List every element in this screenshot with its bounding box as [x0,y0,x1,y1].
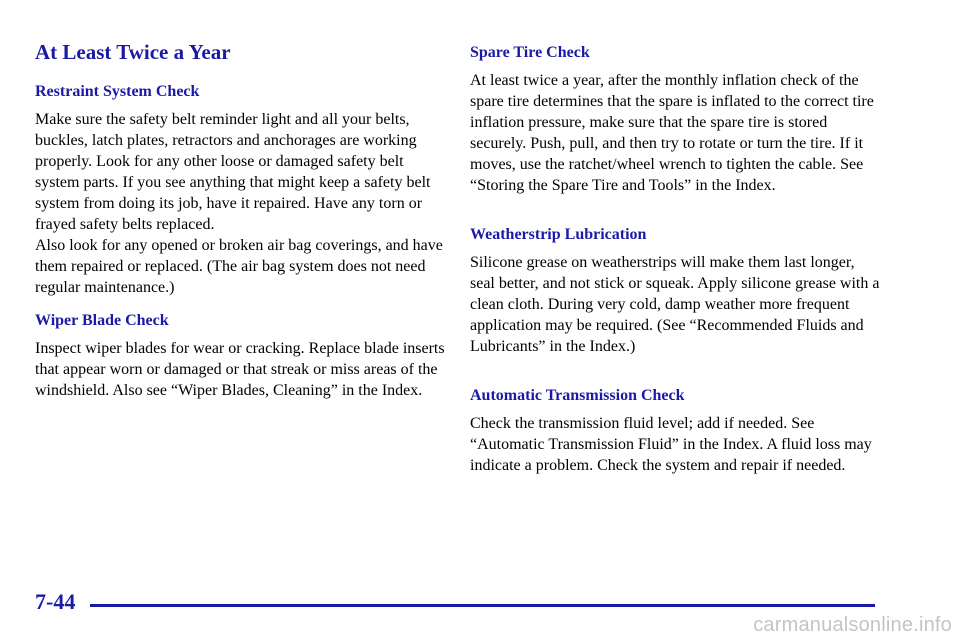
restraint-system-paragraph-2: Also look for any opened or broken air b… [35,237,443,296]
restraint-system-heading: Restraint System Check [35,83,200,100]
wiper-blade-heading: Wiper Blade Check [35,312,169,329]
spare-tire-paragraph: At least twice a year, after the monthly… [470,72,874,194]
weatherstrip-paragraph: Silicone grease on weatherstrips will ma… [470,254,880,355]
watermark-text: carmanualsonline.info [753,614,952,636]
weatherstrip-heading: Weatherstrip Lubrication [470,226,647,243]
transmission-paragraph: Check the transmission fluid level; add … [470,415,872,474]
spare-tire-heading: Spare Tire Check [470,44,590,61]
footer-rule [90,604,875,607]
restraint-system-paragraph-1: Make sure the safety belt reminder light… [35,111,431,233]
wiper-blade-paragraph: Inspect wiper blades for wear or crackin… [35,340,445,399]
page-title: At Least Twice a Year [35,40,231,64]
page-number: 7-44 [35,589,76,614]
transmission-heading: Automatic Transmission Check [470,387,685,404]
